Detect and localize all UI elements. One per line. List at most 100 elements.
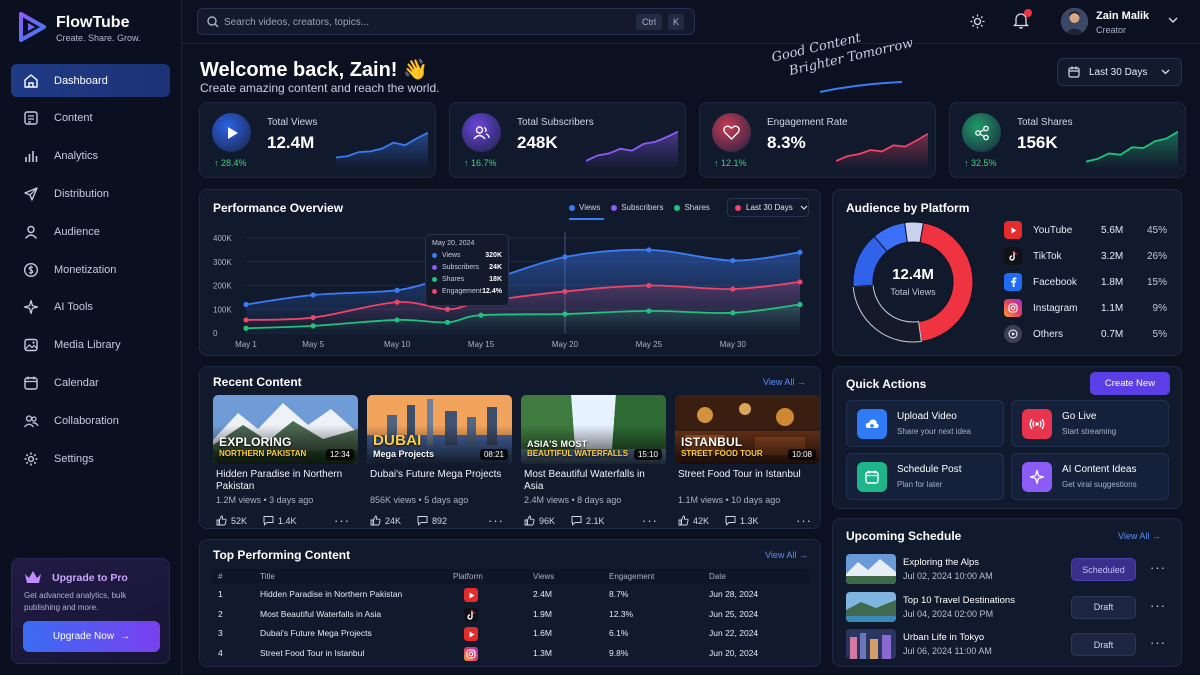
data-point[interactable]	[646, 308, 652, 314]
theme-toggle-sun-icon[interactable]	[970, 14, 985, 29]
table-row[interactable]: 2 Most Beautiful Waterfalls in Asia 1.9M 12…	[212, 607, 810, 624]
data-point[interactable]	[310, 314, 316, 321]
go-live-action[interactable]: Go Live Start streaming	[1011, 400, 1169, 447]
recent-item-istanbul[interactable]: ISTANBUL STREET FOOD TOUR 10:08 Street Food…	[675, 395, 820, 528]
schedule-status-button[interactable]: Draft	[1071, 633, 1136, 656]
data-point[interactable]	[243, 317, 249, 323]
legend-views[interactable]: Views	[569, 203, 600, 212]
top-view-all-link[interactable]: View All →	[765, 550, 808, 560]
video-thumbnail[interactable]: EXPLORING NORTHERN PAKISTAN 12:34	[213, 395, 358, 464]
data-point[interactable]	[394, 299, 400, 305]
comments-button[interactable]: 1.3K	[725, 515, 759, 526]
data-point[interactable]	[562, 311, 568, 317]
donut-slice-others[interactable]	[904, 221, 924, 244]
video-title[interactable]: Street Food Tour in Istanbul	[678, 469, 801, 480]
stat-card-engagement-rate[interactable]: Engagement Rate 8.3% ↑ 12.1%	[699, 102, 936, 178]
video-thumbnail[interactable]: ISTANBUL STREET FOOD TOUR 10:08	[675, 395, 820, 464]
data-point[interactable]	[444, 306, 451, 312]
col-platform[interactable]: Platform	[453, 572, 483, 581]
recent-view-all-link[interactable]: View All →	[763, 377, 806, 387]
like-button[interactable]: 52K	[216, 515, 247, 526]
schedule-item[interactable]: Urban Life in Tokyo Jul 06, 2024 11:00 AM…	[846, 629, 1171, 661]
more-options-icon[interactable]: ···	[642, 513, 658, 528]
recent-item-dubai[interactable]: DUBAI Mega Projects 08:21 Dubai's Future Me…	[367, 395, 512, 528]
like-button[interactable]: 24K	[370, 515, 401, 526]
stat-card-total-subscribers[interactable]: Total Subscribers 248K ↑ 16.7%	[449, 102, 686, 178]
data-point[interactable]	[562, 288, 568, 295]
stat-card-total-shares[interactable]: Total Shares 156K ↑ 32.5%	[949, 102, 1186, 178]
data-point[interactable]	[310, 323, 316, 329]
video-thumbnail[interactable]: DUBAI Mega Projects 08:21	[367, 395, 512, 464]
table-row[interactable]: 3 Dubai's Future Mega Projects 1.6M 6.1% Jun…	[212, 626, 810, 643]
data-point[interactable]	[394, 287, 400, 293]
data-point[interactable]	[646, 282, 652, 289]
sidebar-item-analytics[interactable]: Analytics	[11, 140, 170, 173]
schedule-view-all-link[interactable]: View All →	[1118, 531, 1161, 541]
col-title[interactable]: Title	[260, 572, 275, 581]
data-point[interactable]	[730, 286, 736, 292]
video-title[interactable]: Dubai's Future Mega Projects	[370, 469, 502, 480]
legend-subscribers[interactable]: Subscribers	[611, 203, 663, 212]
more-options-icon[interactable]: ···	[1150, 560, 1166, 575]
schedule-status-button[interactable]: Scheduled	[1071, 558, 1136, 581]
audience-donut-chart[interactable]	[851, 220, 975, 344]
more-options-icon[interactable]: ···	[1150, 635, 1166, 650]
table-row[interactable]: 1 Hidden Paradise in Northern Pakistan 2.4…	[212, 587, 810, 604]
col-views[interactable]: Views	[533, 572, 555, 581]
sidebar-item-dashboard[interactable]: Dashboard	[11, 64, 170, 97]
data-point[interactable]	[562, 254, 568, 260]
like-button[interactable]: 96K	[524, 515, 555, 526]
data-point[interactable]	[797, 301, 803, 308]
col-date[interactable]: Date	[709, 572, 726, 581]
data-point[interactable]	[394, 317, 400, 323]
sidebar-item-distribution[interactable]: Distribution	[11, 177, 170, 210]
series-line-shares[interactable]	[245, 303, 801, 330]
data-point[interactable]	[730, 310, 736, 316]
more-options-icon[interactable]: ···	[488, 513, 504, 528]
col-engagement[interactable]: Engagement	[609, 572, 655, 581]
recent-item-waterfalls[interactable]: ASIA'S MOST BEAUTIFUL WATERFALLS 15:10 Most…	[521, 395, 666, 528]
schedule-item[interactable]: Exploring the Alps Jul 02, 2024 10:00 AM S…	[846, 554, 1171, 586]
sidebar-item-calendar[interactable]: Calendar	[11, 366, 170, 399]
like-button[interactable]: 42K	[678, 515, 709, 526]
data-point[interactable]	[797, 249, 803, 255]
schedule-status-button[interactable]: Draft	[1071, 595, 1136, 619]
comments-button[interactable]: 2.1K	[571, 515, 605, 526]
performance-range-dropdown[interactable]: Last 30 Days	[727, 198, 809, 217]
video-title[interactable]: Most Beautiful Waterfalls in Asia	[524, 469, 645, 492]
performance-chart[interactable]: 400K 300K 200K 100K 0 May 1 May 5 May 10 May 15 M…	[200, 190, 822, 357]
data-point[interactable]	[310, 292, 316, 298]
sidebar-item-ai-tools[interactable]: AI Tools	[11, 291, 170, 324]
stat-card-total-views[interactable]: Total Views 12.4M ↑ 28.4%	[199, 102, 436, 178]
data-point[interactable]	[243, 325, 249, 331]
sidebar-item-content[interactable]: Content	[11, 102, 170, 135]
data-point[interactable]	[243, 301, 249, 308]
schedule-post-action[interactable]: Schedule Post Plan for later	[846, 453, 1004, 500]
data-point[interactable]	[797, 279, 803, 285]
data-point[interactable]	[730, 257, 736, 264]
upload-video-action[interactable]: Upload Video Share your next idea	[846, 400, 1004, 447]
notifications-bell-icon[interactable]	[1013, 12, 1029, 29]
table-row[interactable]: 4 Street Food Tour in Istanbul 1.3M 9.8% Jun…	[212, 646, 810, 663]
recent-item-northern-pakistan[interactable]: EXPLORING NORTHERN PAKISTAN 12:34 Hidden Pa…	[213, 395, 358, 528]
comments-button[interactable]: 892	[417, 515, 447, 526]
create-new-button[interactable]: Create New	[1090, 372, 1170, 395]
flowtube-logo-icon[interactable]	[18, 12, 46, 42]
user-avatar[interactable]	[1061, 8, 1088, 35]
more-options-icon[interactable]: ···	[796, 513, 812, 528]
video-thumbnail[interactable]: ASIA'S MOST BEAUTIFUL WATERFALLS 15:10	[521, 395, 666, 464]
sidebar-item-monetization[interactable]: Monetization	[11, 253, 170, 286]
upgrade-now-button[interactable]: Upgrade Now →	[23, 621, 160, 652]
legend-shares[interactable]: Shares	[674, 203, 710, 212]
sidebar-item-media-library[interactable]: Media Library	[11, 329, 170, 362]
donut-slice-youtube[interactable]	[918, 222, 974, 342]
schedule-item[interactable]: Top 10 Travel Destinations Jul 04, 2024 0…	[846, 591, 1171, 624]
sidebar-item-settings[interactable]: Settings	[11, 442, 170, 475]
more-options-icon[interactable]: ···	[334, 513, 350, 528]
search-bar[interactable]: Ctrl K	[197, 8, 695, 35]
date-range-dropdown[interactable]: Last 30 Days	[1057, 58, 1182, 86]
video-title[interactable]: Hidden Paradise in Northern Pakistan	[216, 469, 343, 492]
ai-content-ideas-action[interactable]: AI Content Ideas Get viral suggestions	[1011, 453, 1169, 500]
data-point[interactable]	[444, 319, 451, 325]
user-menu-chevron-icon[interactable]	[1168, 17, 1178, 24]
